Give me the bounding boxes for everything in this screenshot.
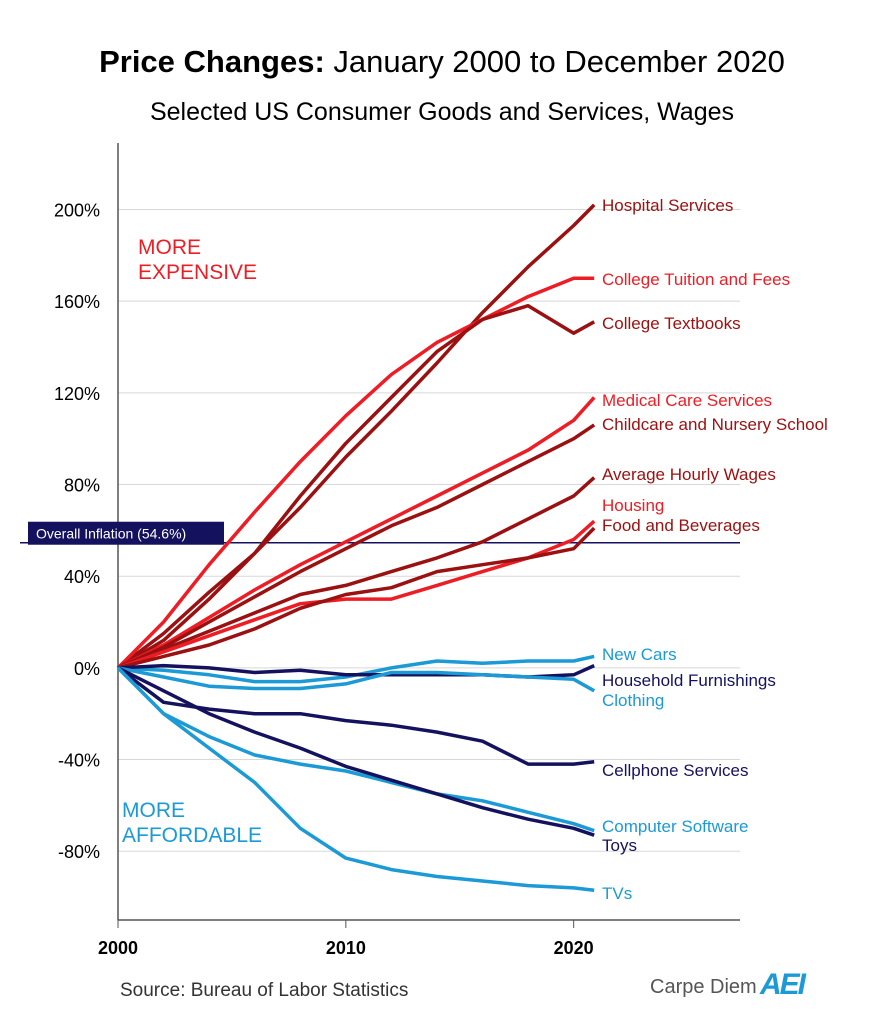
series-label: Hospital Services: [602, 196, 733, 215]
series-line: [117, 666, 595, 837]
series-label: Food and Beverages: [602, 516, 760, 535]
series-line: [117, 303, 596, 670]
series-line: [116, 666, 595, 892]
series-label: TVs: [602, 884, 632, 903]
series-label: Cellphone Services: [602, 761, 748, 780]
series-label: College Textbooks: [602, 314, 741, 333]
y-tick-label: 120%: [54, 384, 100, 404]
x-tick-label: 2010: [326, 938, 366, 958]
series-label: Average Hourly Wages: [602, 465, 776, 484]
y-tick-label: 0%: [74, 659, 100, 679]
y-tick-label: -80%: [58, 842, 100, 862]
series-label: Housing: [602, 496, 664, 515]
series-label: College Tuition and Fees: [602, 270, 790, 289]
series-line: [117, 396, 596, 670]
overall-inflation-label: Overall Inflation (54.6%): [36, 526, 186, 542]
chart-subtitle: Selected US Consumer Goods and Services,…: [149, 98, 735, 126]
more-expensive-label: EXPENSIVE: [138, 261, 257, 284]
series-label: Medical Care Services: [602, 391, 772, 410]
series-line: [117, 654, 595, 684]
series-label: New Cars: [602, 645, 677, 664]
y-tick-label: 80%: [64, 476, 100, 496]
source-note: Source: Bureau of Labor Statistics: [120, 980, 409, 1001]
more-affordable-label: AFFORDABLE: [122, 824, 262, 847]
series-line: [116, 276, 595, 670]
title-rest: January 2000 to December 2020: [333, 44, 785, 79]
series-line: [116, 666, 595, 833]
aei-logo: AEI: [760, 968, 806, 1001]
more-affordable-label: MORE: [122, 799, 185, 822]
series-label: Toys: [602, 836, 637, 855]
series-label: Computer Software: [602, 817, 748, 836]
y-tick-label: 160%: [54, 292, 100, 312]
x-tick-label: 2020: [554, 938, 594, 958]
series-line: [116, 203, 596, 670]
y-tick-label: 200%: [54, 200, 100, 220]
title-bold: Price Changes:: [99, 44, 325, 79]
series-line: [117, 666, 596, 693]
y-tick-label: -40%: [58, 751, 100, 771]
series-line: [117, 526, 596, 670]
series-line: [117, 476, 596, 670]
y-tick-label: 40%: [64, 567, 100, 587]
brand-name: Carpe Diem: [650, 976, 757, 998]
x-tick-label: 2000: [98, 938, 138, 958]
series-label: Household Furnishings: [602, 671, 776, 690]
series-line: [117, 423, 596, 670]
chart-title: Price Changes: January 2000 to December …: [0, 44, 884, 80]
more-expensive-label: MORE: [138, 236, 201, 259]
overall-inflation-badge: [28, 521, 224, 545]
series-label: Childcare and Nursery School: [602, 415, 828, 434]
series-label: Clothing: [602, 691, 664, 710]
